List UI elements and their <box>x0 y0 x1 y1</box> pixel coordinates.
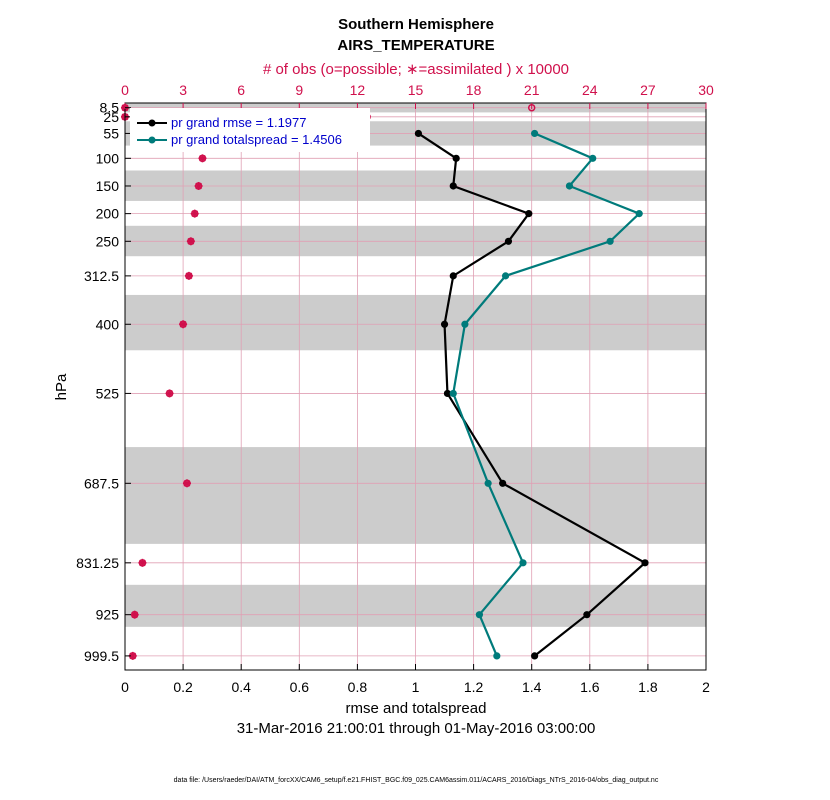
chart-subtitle: AIRS_TEMPERATURE <box>337 37 494 54</box>
series-point-1 <box>449 389 457 398</box>
series-point-1 <box>461 320 469 328</box>
chart-title: Southern Hemisphere <box>338 16 494 33</box>
x-tick-label: 1.8 <box>638 679 658 695</box>
obs-assimilated-marker <box>179 320 188 329</box>
x-tick-label: 0.6 <box>290 679 310 695</box>
top-tick-label: 21 <box>524 82 540 98</box>
obs-count-layer <box>121 103 536 660</box>
series-point-0 <box>583 611 591 619</box>
series-point-0 <box>641 559 649 567</box>
y-tick-label: 525 <box>96 385 120 401</box>
series-point-0 <box>440 320 449 328</box>
y-tick-label: 999.5 <box>84 648 119 664</box>
x-tick-label: 0.2 <box>173 679 193 695</box>
series-point-1 <box>519 559 527 567</box>
obs-assimilated-marker <box>190 209 199 218</box>
obs-assimilated-marker <box>182 479 191 488</box>
y-tick-label: 687.5 <box>84 475 119 491</box>
series-point-0 <box>531 652 539 660</box>
series-point-1 <box>475 611 484 619</box>
x-tick-label: 1.6 <box>580 679 600 695</box>
top-tick-label: 9 <box>295 82 303 98</box>
y-tick-label: 25 <box>103 109 119 125</box>
x-axis-label: rmse and totalspread <box>346 700 487 717</box>
series-point-0 <box>525 210 533 218</box>
x-tick-label: 0.8 <box>348 679 368 695</box>
top-tick-label: 3 <box>179 82 187 98</box>
legend: pr grand rmse = 1.1977 pr grand totalspr… <box>130 108 370 152</box>
x-tick-label: 0.4 <box>231 679 251 695</box>
series-point-1 <box>493 652 501 660</box>
y-tick-label: 100 <box>96 150 120 166</box>
series-point-1 <box>606 237 614 245</box>
x-tick-label: 0 <box>121 679 129 695</box>
top-tick-label: 6 <box>237 82 245 98</box>
y-tick-label: 200 <box>96 206 120 222</box>
series-point-1 <box>589 154 597 162</box>
series-point-0 <box>504 237 513 245</box>
y-tick-label: 831.25 <box>76 555 119 571</box>
y-tick-label: 55 <box>103 125 119 141</box>
obs-assimilated-marker <box>198 154 207 163</box>
x-axis-ticks: 0 0.2 0.4 0.6 0.8 1 1.2 1.4 1.6 1.8 2 <box>121 664 710 695</box>
legend-label-spread: pr grand totalspread = 1.4506 <box>171 132 342 147</box>
series-point-1 <box>501 272 510 280</box>
series-point-1 <box>484 479 492 487</box>
series-point-1 <box>531 129 539 138</box>
y-tick-label: 312.5 <box>84 268 119 284</box>
top-tick-label: 12 <box>350 82 366 98</box>
top-axis-label: # of obs (o=possible; ∗=assimilated ) x … <box>263 61 569 78</box>
series-point-0 <box>414 129 423 138</box>
x-tick-label: 1.4 <box>522 679 542 695</box>
series-point-1 <box>635 210 643 218</box>
x-tick-label: 1 <box>412 679 420 695</box>
legend-marker-spread <box>148 136 156 144</box>
y-axis-label: hPa <box>53 373 70 400</box>
footnote: data file: /Users/raeder/DAI/ATM_forcXX/… <box>174 777 659 784</box>
obs-assimilated-marker <box>128 651 137 660</box>
series-point-0 <box>449 272 457 280</box>
top-tick-label: 27 <box>640 82 656 98</box>
y-tick-label: 400 <box>96 316 120 332</box>
grid-lines <box>125 103 706 670</box>
legend-box <box>130 108 370 152</box>
obs-assimilated-marker <box>138 558 147 567</box>
obs-assimilated-marker <box>184 271 193 280</box>
top-tick-label: 18 <box>466 82 482 98</box>
series-layer <box>414 129 649 660</box>
x-tick-label: 1.2 <box>464 679 484 695</box>
obs-assimilated-marker <box>186 237 195 246</box>
top-tick-label: 24 <box>582 82 598 98</box>
obs-assimilated-marker <box>165 389 174 398</box>
legend-marker-rmse <box>148 119 156 127</box>
y-tick-label: 925 <box>96 607 120 623</box>
series-point-0 <box>449 182 457 190</box>
obs-assimilated-marker <box>130 610 139 619</box>
y-tick-label: 8.5 <box>100 100 120 116</box>
obs-assimilated-marker <box>194 181 203 190</box>
series-point-1 <box>565 182 574 190</box>
series-point-0 <box>452 154 460 162</box>
top-tick-label: 0 <box>121 82 129 98</box>
series-line-1 <box>452 132 642 657</box>
date-range: 31-Mar-2016 21:00:01 through 01-May-2016… <box>237 720 596 737</box>
x-tick-label: 2 <box>702 679 710 695</box>
y-tick-label: 150 <box>96 178 120 194</box>
series-point-0 <box>443 389 452 398</box>
y-tick-label: 250 <box>96 233 120 249</box>
series-line-0 <box>417 132 647 657</box>
top-tick-label: 30 <box>698 82 714 98</box>
series-point-0 <box>499 479 507 487</box>
top-tick-label: 15 <box>408 82 424 98</box>
legend-label-rmse: pr grand rmse = 1.1977 <box>171 115 307 130</box>
